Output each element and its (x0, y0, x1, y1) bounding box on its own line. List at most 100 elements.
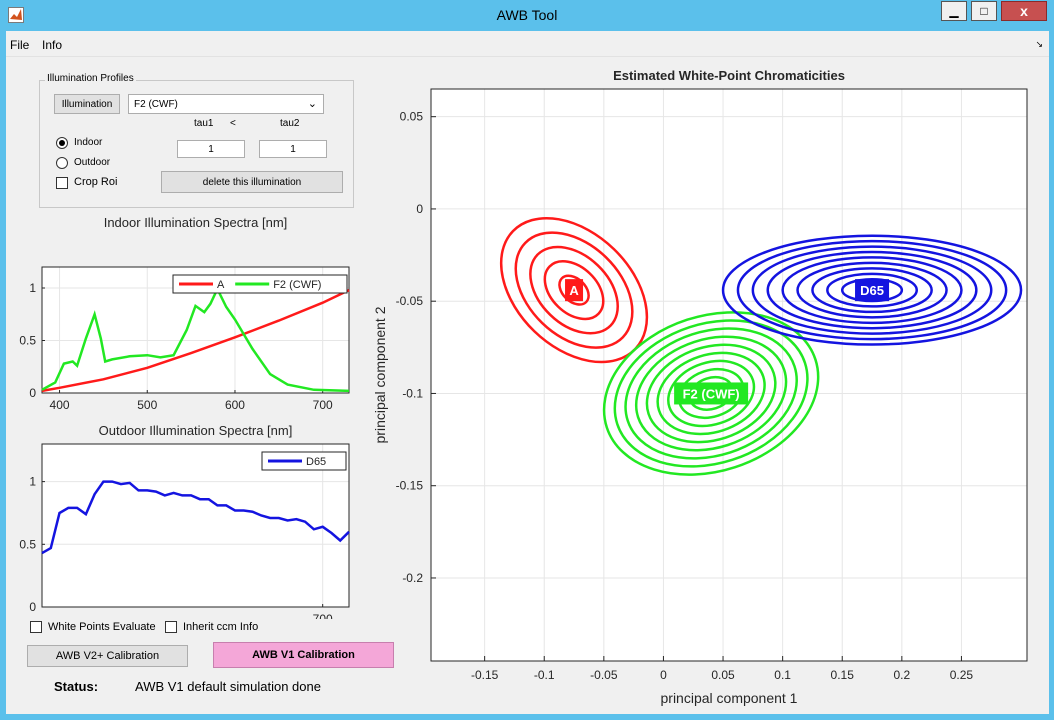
tau2-label: tau2 (280, 118, 300, 129)
cluster-label: D65 (860, 283, 884, 298)
x-tick-label: 700 (313, 612, 333, 619)
contour-ring (811, 267, 933, 314)
contour-ring (656, 351, 766, 436)
contour-ring (634, 335, 788, 452)
tau2-input[interactable]: 1 (259, 140, 327, 158)
cluster-label: F2 (CWF) (683, 386, 740, 401)
toolbar-arrow-icon[interactable]: ↘ (1035, 39, 1043, 49)
menu-file[interactable]: File (10, 38, 30, 52)
indoor-radio[interactable] (56, 137, 68, 149)
chart-title: Estimated White-Point Chromaticities (613, 68, 845, 83)
plot-frame (41, 443, 350, 608)
legend-label: D65 (306, 456, 326, 468)
title-bar[interactable]: AWB Tool ▁ □ x (0, 0, 1054, 30)
outdoor-radio[interactable] (56, 157, 68, 169)
chevron-down-icon: ⌄ (307, 98, 317, 110)
y-tick-label: 0 (29, 600, 36, 614)
plot-area (42, 444, 349, 607)
cluster-label: A (569, 283, 579, 298)
y-tick-label: 0.5 (19, 537, 36, 551)
cluster-label-bg (855, 279, 890, 302)
inherit-ccm-label: Inherit ccm Info (183, 621, 259, 633)
contour-ring (721, 234, 1023, 346)
contour-ring (736, 239, 1008, 341)
illumination-select-value: F2 (CWF) (134, 98, 178, 110)
contour-ring (796, 261, 948, 319)
status-label: Status: (54, 679, 99, 694)
outdoor-spectra-chart: Outdoor Illumination Spectra [nm] 700 0 0.5… (19, 423, 350, 619)
y-tick-label: 1 (29, 475, 36, 489)
x-tick-label: 500 (137, 398, 157, 412)
illumination-button[interactable]: Illumination (54, 94, 120, 114)
menu-info[interactable]: Info (42, 38, 63, 52)
window-title: AWB Tool (496, 7, 558, 23)
indoor-spectra-chart: Indoor Illumination Spectra [nm] 400 500 60… (19, 215, 350, 412)
inherit-ccm-checkbox[interactable] (165, 621, 177, 633)
contour-ring (766, 250, 978, 330)
series-line (41, 288, 350, 393)
awb-v2-calibration-button[interactable]: AWB V2+ Calibration (27, 645, 188, 667)
status-value: AWB V1 default simulation done (135, 679, 321, 694)
tau1-label: tau1 (194, 118, 214, 129)
minimize-button[interactable]: ▁ (941, 1, 967, 21)
illumination-select[interactable]: F2 (CWF) ⌄ (128, 94, 324, 114)
contour-ring (602, 311, 820, 476)
y-tick-label: -0.05 (396, 294, 424, 308)
contour-ring (613, 319, 809, 468)
contour-ring (543, 260, 605, 321)
x-tick-label: 0.25 (950, 668, 974, 682)
y-axis-label: principal component 2 (372, 306, 388, 443)
y-tick-label: -0.1 (402, 386, 423, 400)
plot-frame (41, 266, 350, 394)
plot-frame (430, 88, 1028, 662)
delete-illumination-button[interactable]: delete this illumination (161, 171, 343, 193)
less-than-label: < (230, 118, 236, 129)
cluster-label-bg (674, 382, 749, 405)
y-tick-label: 0.5 (19, 334, 36, 348)
legend-label: F2 (CWF) (273, 279, 321, 291)
y-tick-label: 1 (29, 281, 36, 295)
contour-ring (529, 245, 619, 335)
crop-roi-checkbox[interactable] (56, 177, 68, 189)
client-area: File Info ↘ Illumination Profiles Illumi… (6, 31, 1049, 714)
x-tick-label: -0.1 (534, 668, 555, 682)
contour-ring (624, 327, 798, 460)
tau1-input[interactable]: 1 (177, 140, 245, 158)
y-tick-label: 0 (416, 202, 423, 216)
outdoor-label: Outdoor (74, 157, 111, 168)
plot-area (431, 89, 1027, 661)
x-tick-label: -0.15 (471, 668, 499, 682)
x-tick-label: 0.1 (774, 668, 791, 682)
y-tick-label: -0.2 (402, 571, 423, 585)
contour-ring (781, 256, 963, 325)
x-tick-label: 700 (313, 398, 333, 412)
x-tick-label: 0 (660, 668, 667, 682)
x-tick-label: -0.05 (590, 668, 618, 682)
matlab-icon (8, 7, 24, 23)
menu-bar: File Info ↘ (6, 31, 1049, 57)
chart-title: Indoor Illumination Spectra [nm] (104, 215, 288, 230)
minimize-icon: ▁ (949, 4, 959, 18)
close-button[interactable]: x (1001, 1, 1047, 21)
legend-box (261, 451, 347, 471)
chart-title: Outdoor Illumination Spectra [nm] (99, 423, 293, 438)
awb-v1-calibration-button[interactable]: AWB V1 Calibration (213, 642, 394, 668)
group-label: Illumination Profiles (45, 73, 136, 84)
x-tick-label: 400 (50, 398, 70, 412)
maximize-icon: □ (980, 4, 988, 18)
white-point-chromaticity-chart: Estimated White-Point Chromaticities -0.1… (372, 68, 1028, 706)
contour-ring (667, 359, 756, 428)
cluster-label-bg (565, 279, 584, 302)
contour-ring (826, 272, 918, 308)
white-points-label: White Points Evaluate (48, 621, 156, 633)
legend-label: A (217, 279, 225, 291)
y-tick-label: -0.15 (396, 479, 424, 493)
white-points-checkbox[interactable] (30, 621, 42, 633)
contour-ring (751, 245, 993, 335)
y-tick-label: 0.05 (400, 110, 424, 124)
indoor-label: Indoor (74, 137, 103, 148)
x-axis-label: principal component 1 (661, 690, 798, 706)
maximize-button[interactable]: □ (971, 1, 997, 21)
contour-ring (514, 231, 634, 349)
